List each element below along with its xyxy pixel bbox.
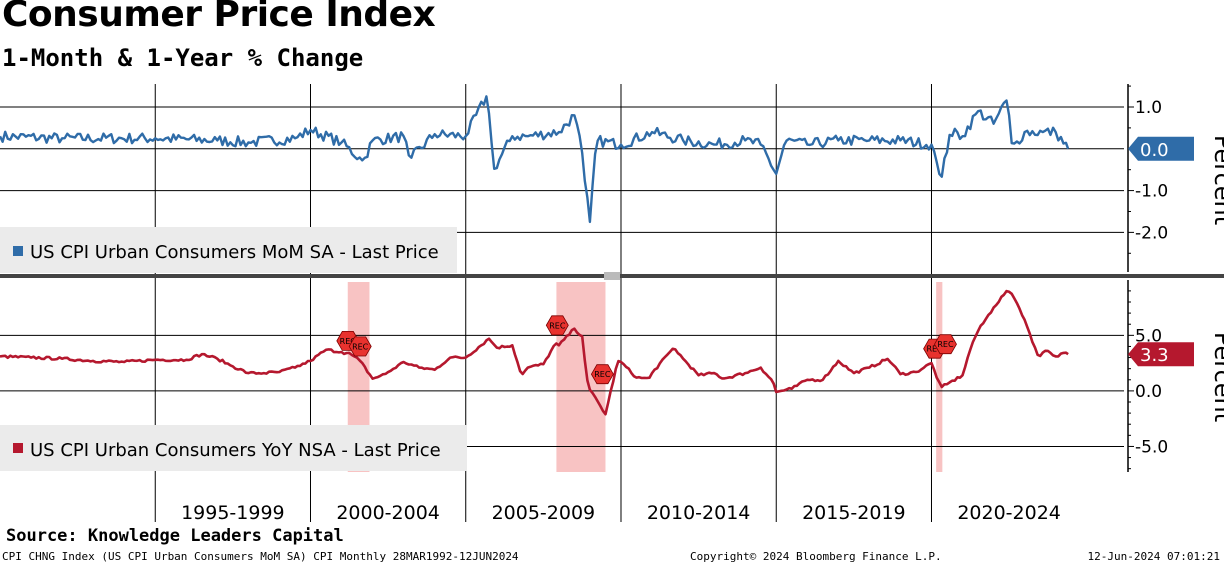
chart-title: Consumer Price Index <box>2 0 436 35</box>
mom-last-value: 0.0 <box>1140 140 1169 161</box>
footer-copyright: Copyright© 2024 Bloomberg Finance L.P. <box>690 550 942 563</box>
x-period-label-2010: 2010-2014 <box>647 502 751 524</box>
recession-marker-5 <box>934 334 957 355</box>
recession-marker-label-3: REC <box>594 370 611 379</box>
recession-marker-label-2: REC <box>549 321 566 330</box>
recession-marker-1 <box>348 336 372 357</box>
recession-marker-label-5: REC <box>937 340 954 349</box>
x-period-label-2015: 2015-2019 <box>802 502 906 524</box>
top-axis-label: -1.0 <box>1135 182 1168 202</box>
footer-timestamp: 12-Jun-2024 07:01:21 <box>1087 550 1220 563</box>
yoy-last-value-bg <box>1128 342 1194 367</box>
recession-marker-label-4: REC <box>926 345 943 354</box>
yoy-series-line <box>0 289 1069 416</box>
panel-divider-grip <box>604 272 620 280</box>
bottom-axis-label: 5.0 <box>1135 326 1162 346</box>
top-axis-label: 1.0 <box>1135 98 1162 118</box>
footer-index-info: CPI CHNG Index (US CPI Urban Consumers M… <box>2 550 519 563</box>
top-legend-box <box>0 227 457 273</box>
top-legend-label: US CPI Urban Consumers MoM SA - Last Pri… <box>30 242 439 263</box>
bottom-legend-box <box>0 425 467 471</box>
yoy-last-value: 3.3 <box>1140 345 1169 366</box>
x-period-label-2000: 2000-2004 <box>336 502 440 524</box>
bottom-axis-label: 0.0 <box>1135 382 1162 402</box>
recession-band-0 <box>347 282 370 472</box>
recession-marker-label-1: REC <box>352 342 369 351</box>
mom-last-value-bg <box>1128 136 1194 161</box>
recession-band-2 <box>936 282 943 472</box>
top-axis-title: Percent <box>1209 135 1224 225</box>
mom-series-line <box>0 95 1070 224</box>
recession-marker-3 <box>590 364 614 385</box>
x-period-label-2020: 2020-2024 <box>957 502 1061 524</box>
chart-subtitle: 1-Month & 1-Year % Change <box>2 44 364 72</box>
bottom-legend-label: US CPI Urban Consumers YoY NSA - Last Pr… <box>30 440 441 461</box>
recession-marker-label-0: REC <box>340 337 357 346</box>
source-label: Source: Knowledge Leaders Capital <box>6 526 344 546</box>
top-axis-label: -2.0 <box>1135 223 1168 243</box>
bottom-axis-title: Percent <box>1209 332 1224 422</box>
top-legend-swatch <box>13 246 23 256</box>
x-period-label-2005: 2005-2009 <box>492 502 596 524</box>
x-period-label-1995: 1995-1999 <box>181 502 285 524</box>
bottom-legend-swatch <box>13 443 23 453</box>
bottom-axis-label: -5.0 <box>1135 437 1168 457</box>
recession-marker-2 <box>545 315 569 336</box>
